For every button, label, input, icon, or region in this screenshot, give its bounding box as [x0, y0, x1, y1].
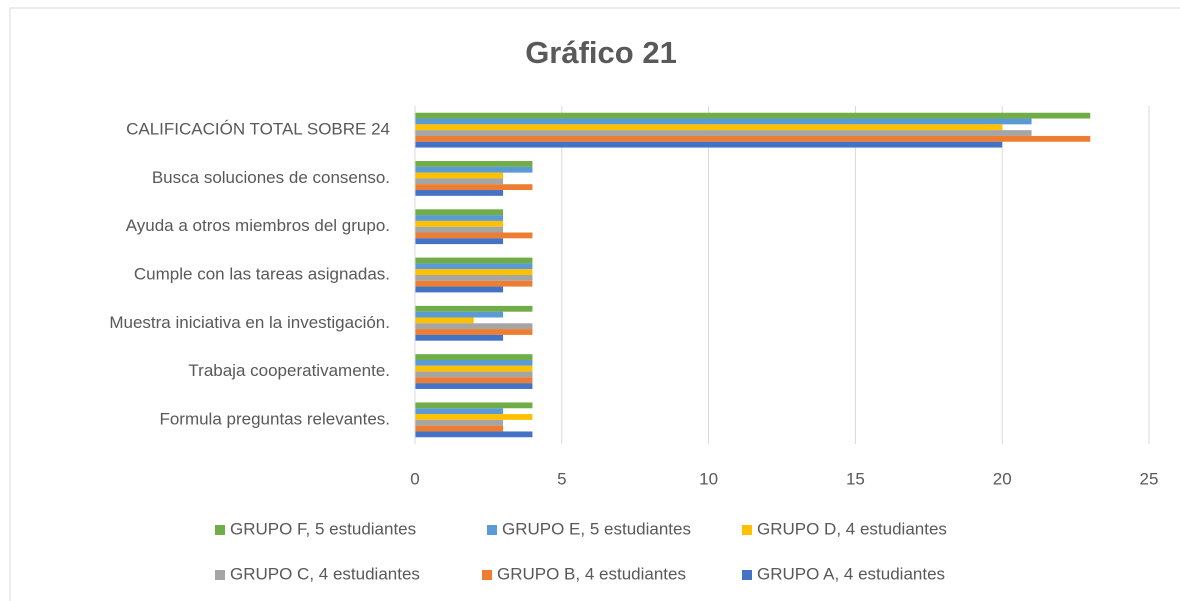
x-tick-label: 10 [699, 469, 718, 488]
y-tick-label: Trabaja cooperativamente. [188, 361, 390, 380]
bar [415, 226, 504, 233]
bar [415, 377, 533, 384]
bar [415, 257, 533, 264]
bar [415, 419, 504, 426]
bar [415, 365, 533, 372]
y-tick-label: Ayuda a otros miembros del grupo. [126, 216, 390, 235]
x-tick-label: 20 [993, 469, 1012, 488]
x-tick-label: 25 [1140, 469, 1159, 488]
bar [415, 124, 1003, 131]
bar [415, 161, 533, 167]
legend-swatch [742, 525, 752, 535]
legend-label: GRUPO F, 5 estudiantes [230, 519, 416, 538]
legend-swatch [487, 525, 497, 535]
legend-label: GRUPO C, 4 estudiantes [230, 564, 420, 583]
legend-label: GRUPO D, 4 estudiantes [757, 519, 947, 538]
bar [415, 220, 504, 227]
bar [415, 178, 504, 185]
bar [415, 323, 533, 330]
y-tick-label: CALIFICACIÓN TOTAL SOBRE 24 [126, 120, 390, 139]
legend-label: GRUPO E, 5 estudiantes [502, 519, 691, 538]
bar [415, 280, 533, 287]
bar [415, 215, 504, 221]
bar [415, 112, 1091, 119]
bar [415, 118, 1032, 125]
chart-title: Gráfico 21 [525, 35, 677, 70]
y-tick-label: Muestra iniciativa en la investigación. [109, 313, 390, 332]
bar [415, 166, 533, 173]
legend-label: GRUPO B, 4 estudiantes [497, 564, 686, 583]
bar [415, 371, 533, 378]
bar [415, 425, 504, 432]
x-tick-label: 5 [557, 469, 566, 488]
bar [415, 329, 533, 335]
bar [415, 317, 474, 324]
bar [415, 311, 504, 318]
y-tick-label: Busca soluciones de consenso. [152, 168, 390, 187]
bar [415, 305, 533, 312]
legend-swatch [482, 570, 492, 580]
bar [415, 431, 533, 438]
chart-frame [9, 7, 1180, 601]
bar [415, 232, 533, 239]
legend-swatch [215, 525, 225, 535]
legend-swatch [742, 570, 752, 580]
bar [415, 172, 504, 179]
bar [415, 354, 533, 360]
bar [415, 238, 504, 245]
bar [415, 130, 1032, 136]
bar [415, 383, 533, 389]
x-tick-label: 0 [410, 469, 419, 488]
legend-label: GRUPO A, 4 estudiantes [757, 564, 945, 583]
bar [415, 209, 504, 216]
bar [415, 269, 533, 275]
y-tick-label: Formula preguntas relevantes. [159, 409, 390, 428]
bar [415, 414, 533, 420]
bar [415, 408, 504, 415]
y-tick-label: Cumple con las tareas asignadas. [134, 264, 390, 283]
bar [415, 141, 1003, 148]
bar [415, 402, 533, 409]
bar [415, 135, 1091, 142]
legend-swatch [215, 570, 225, 580]
bar [415, 334, 504, 341]
bar [415, 275, 533, 281]
bar [415, 190, 504, 196]
bar [415, 359, 533, 366]
x-tick-label: 15 [846, 469, 865, 488]
bar [415, 184, 533, 191]
bar [415, 286, 504, 293]
bar [415, 263, 533, 270]
